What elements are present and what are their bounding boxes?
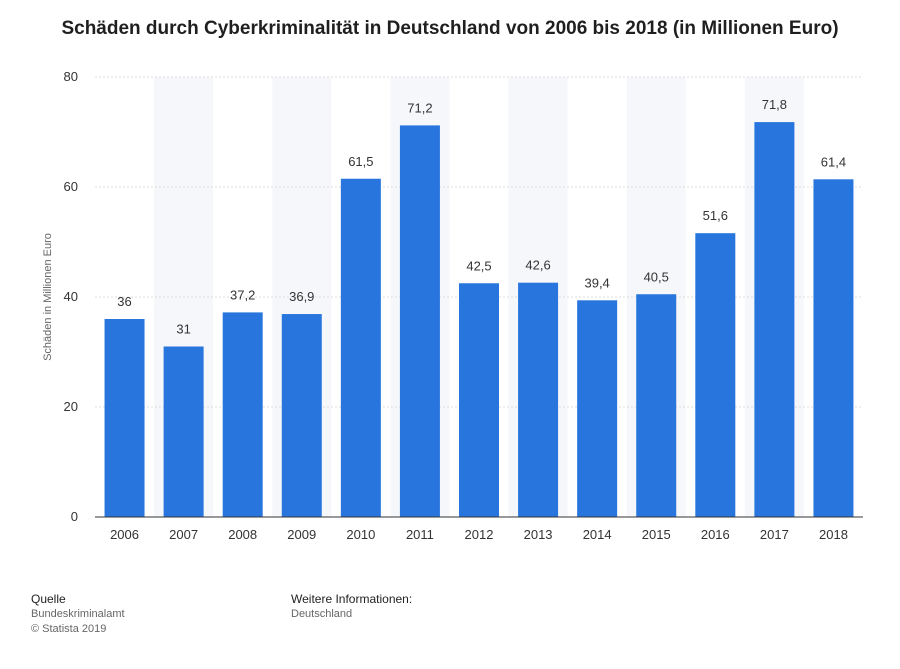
source-block: Quelle Bundeskriminalamt © Statista 2019 — [31, 592, 125, 637]
data-label-2008: 37,2 — [230, 287, 255, 302]
bar-2008[interactable] — [222, 312, 263, 517]
chart-title: Schäden durch Cyberkriminalität in Deuts… — [61, 18, 839, 39]
x-tick-label-2015: 2015 — [642, 527, 671, 542]
data-label-2010: 61,5 — [348, 154, 373, 169]
bar-2007[interactable] — [163, 346, 204, 518]
bar-2015[interactable] — [636, 294, 677, 517]
data-label-2012: 42,5 — [466, 258, 491, 273]
x-tick-label-2007: 2007 — [169, 527, 198, 542]
x-tick-label-2009: 2009 — [287, 527, 316, 542]
data-label-2016: 51,6 — [703, 208, 728, 223]
x-tick-label-2012: 2012 — [465, 527, 494, 542]
x-tick-label-2018: 2018 — [819, 527, 848, 542]
copyright: © Statista 2019 — [31, 623, 107, 635]
data-label-2007: 31 — [176, 322, 190, 337]
bar-2012[interactable] — [459, 283, 499, 517]
source-heading: Quelle — [31, 592, 66, 606]
y-tick-label: 0 — [71, 509, 78, 524]
data-label-2009: 36,9 — [289, 289, 314, 304]
bars — [104, 122, 854, 518]
info-heading: Weitere Informationen: — [291, 592, 413, 606]
bar-2017[interactable] — [754, 122, 795, 517]
x-tick-label-2017: 2017 — [760, 527, 789, 542]
y-tick-label: 80 — [64, 69, 78, 84]
x-tick-label-2016: 2016 — [701, 527, 730, 542]
data-label-2018: 61,4 — [821, 154, 846, 169]
bar-2009[interactable] — [281, 314, 322, 517]
bar-2011[interactable] — [399, 125, 440, 518]
bar-2010[interactable] — [340, 178, 381, 517]
x-tick-label-2013: 2013 — [524, 527, 553, 542]
x-tick-label-2006: 2006 — [110, 527, 139, 542]
info-block: Weitere Informationen: Deutschland — [291, 592, 412, 622]
data-label-2015: 40,5 — [644, 269, 669, 284]
y-axis-label: Schäden in Millionen Euro — [42, 233, 54, 361]
x-tick-label-2010: 2010 — [346, 527, 375, 542]
x-tick-label-2008: 2008 — [228, 527, 257, 542]
bar-2016[interactable] — [695, 233, 736, 517]
data-label-2011: 71,2 — [407, 100, 432, 115]
data-label-2013: 42,6 — [525, 258, 550, 273]
bar-2018[interactable] — [813, 179, 854, 518]
data-label-2014: 39,4 — [584, 275, 609, 290]
y-tick-label: 20 — [64, 399, 78, 414]
data-label-2006: 36 — [117, 294, 131, 309]
bar-2014[interactable] — [577, 300, 618, 517]
x-axis-ticks: 2006 2007 2008 2009 2010 2011 2012 2013 2014 2015… — [110, 527, 848, 542]
source-name[interactable]: Bundeskriminalamt — [31, 608, 125, 620]
data-label-2017: 71,8 — [762, 97, 787, 112]
y-axis-ticks: 0 20 40 60 80 — [64, 69, 78, 524]
y-tick-label: 60 — [64, 179, 78, 194]
info-text[interactable]: Deutschland — [291, 608, 353, 620]
data-labels: 36 31 37,2 36,9 61,5 71,2 42,5 42,6 39,4 40,5 51,6… — [117, 97, 846, 336]
y-tick-label: 40 — [64, 289, 78, 304]
bar-2013[interactable] — [518, 282, 559, 517]
x-tick-label-2014: 2014 — [583, 527, 612, 542]
x-tick-label-2011: 2011 — [406, 527, 434, 542]
bar-2006[interactable] — [104, 319, 145, 517]
